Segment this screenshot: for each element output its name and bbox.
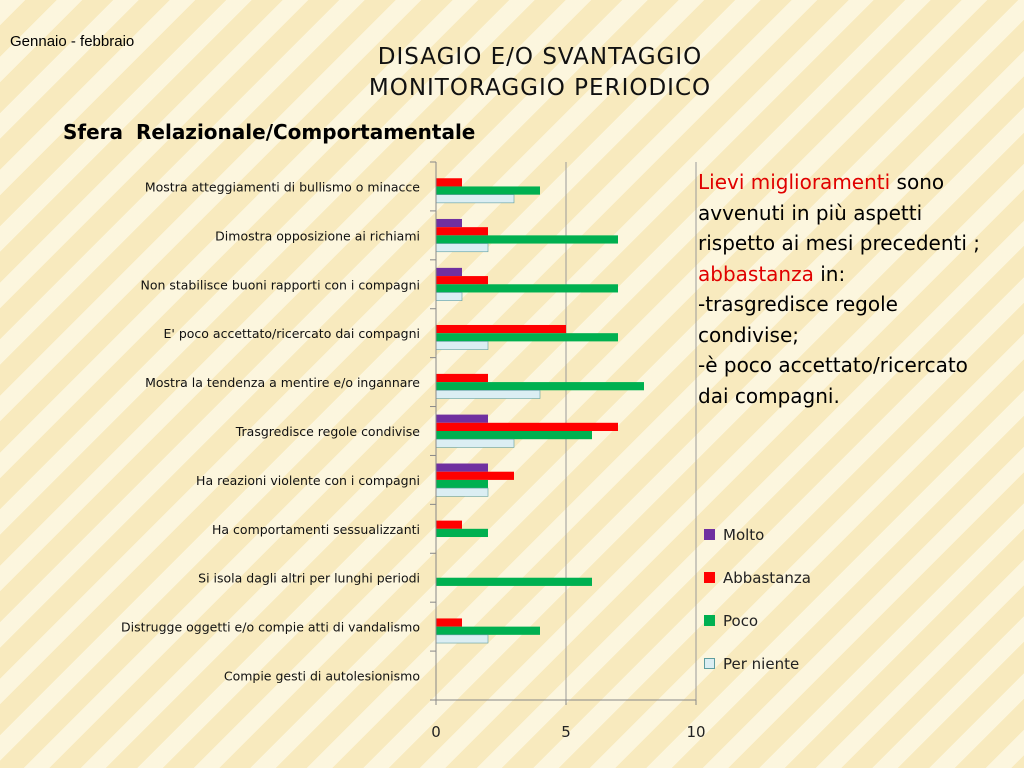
bar (435, 243, 489, 253)
bar (436, 471, 514, 480)
commentary-text-1: sono avvenuti in più aspetti rispetto ai… (698, 170, 981, 255)
legend-item: Per niente (704, 642, 811, 685)
category-label: Trasgredisce regole condivise (235, 424, 421, 439)
commentary-item-1: -trasgredisce regole condivise; (698, 292, 898, 347)
category-label: Dimostra opposizione ai richiami (215, 228, 420, 243)
commentary-item-2: -è poco accettato/ricercato dai compagni… (698, 353, 968, 408)
bar (435, 341, 489, 350)
bar (436, 422, 618, 431)
legend-item: Poco (704, 599, 811, 642)
bar (436, 227, 488, 236)
category-label: Compie gesti di autolesionismo (224, 669, 420, 684)
highlight-lievi: Lievi miglioramenti (698, 170, 891, 194)
title-line-2: MONITORAGGIO PERIODICO (368, 75, 712, 101)
category-label: Si isola dagli altri per lunghi periodi (198, 571, 420, 586)
bar (436, 178, 462, 187)
category-label: Distrugge oggetti e/o compie atti di van… (121, 620, 420, 635)
bar (436, 577, 592, 586)
bar (436, 414, 488, 423)
legend-swatch (704, 572, 715, 583)
bar (435, 487, 489, 497)
legend-label: Abbastanza (723, 568, 811, 587)
bar (436, 324, 566, 334)
category-label: Mostra la tendenza a mentire e/o inganna… (145, 375, 420, 390)
bar (436, 520, 462, 529)
bar (436, 373, 488, 383)
bar (436, 618, 462, 627)
bar (436, 218, 462, 228)
bar (436, 333, 618, 342)
bar (436, 235, 618, 244)
bar (435, 634, 489, 644)
bar (436, 479, 488, 489)
title-line-1: DISAGIO E/O SVANTAGGIO (377, 44, 703, 70)
bar (436, 626, 540, 635)
bar (436, 431, 592, 440)
bar (436, 186, 540, 195)
commentary: Lievi miglioramenti sono avvenuti in più… (698, 167, 998, 411)
bar (435, 292, 463, 301)
legend-swatch (704, 658, 715, 669)
legend-label: Poco (723, 611, 759, 630)
category-label: Non stabilisce buoni rapporti con i comp… (140, 277, 420, 292)
legend-item: Molto (704, 513, 811, 556)
bar (435, 194, 515, 204)
legend-swatch (704, 615, 715, 626)
bar (436, 528, 488, 538)
page-title: DISAGIO E/O SVANTAGGIO MONITORAGGIO PERI… (300, 42, 780, 104)
bar (435, 438, 515, 448)
x-tick-label: 5 (561, 723, 571, 741)
x-tick-label: 0 (431, 723, 441, 741)
category-label: Ha comportamenti sessualizzanti (212, 522, 420, 537)
highlight-abbastanza: abbastanza (698, 261, 814, 286)
period-label: Gennaio - febbraio (10, 33, 135, 50)
commentary-paragraph-2: abbastanza in: (698, 259, 998, 290)
bar (436, 382, 644, 391)
bar (436, 267, 462, 277)
chart-legend: Molto Abbastanza Poco Per niente (704, 513, 811, 685)
bar (436, 276, 488, 285)
category-label: E' poco accettato/ricercato dai compagni (164, 326, 420, 341)
category-label: Ha reazioni violente con i compagni (196, 473, 420, 488)
chart-subtitle: Sfera Relazionale/Comportamentale (63, 120, 476, 144)
bar (436, 463, 488, 472)
bar (436, 284, 618, 293)
legend-swatch (704, 529, 715, 540)
commentary-paragraph-1: Lievi miglioramenti sono avvenuti in più… (698, 167, 998, 259)
category-label: Mostra atteggiamenti di bullismo o minac… (145, 179, 420, 194)
x-tick-label: 10 (686, 723, 705, 741)
bar (435, 389, 541, 399)
legend-item: Abbastanza (704, 556, 811, 599)
legend-label: Per niente (723, 654, 800, 673)
legend-label: Molto (723, 525, 765, 544)
commentary-text-2: in: (813, 261, 846, 286)
